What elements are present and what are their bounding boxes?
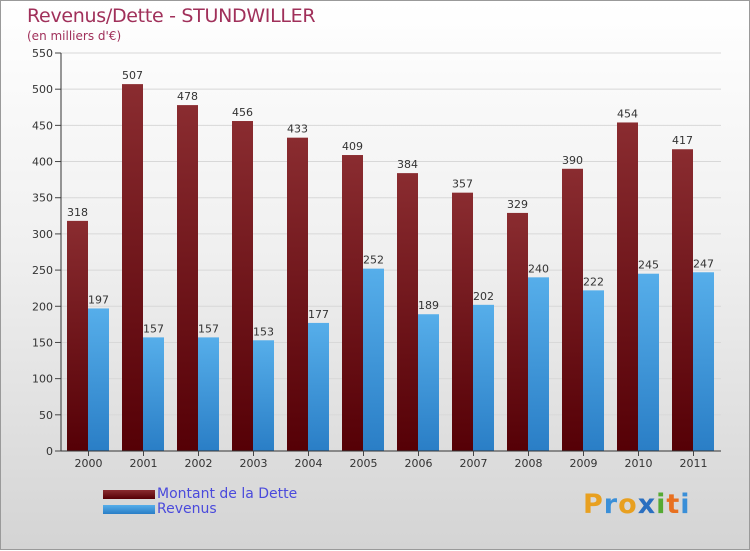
bar-revenus <box>363 268 384 451</box>
x-tick-label: 2003 <box>240 457 268 470</box>
y-tick-label: 500 <box>32 83 53 96</box>
y-tick-label: 0 <box>46 445 53 458</box>
x-tick-label: 2000 <box>75 457 103 470</box>
y-tick-label: 200 <box>32 300 53 313</box>
bar-dette <box>672 149 693 451</box>
data-label-revenus: 252 <box>363 254 384 267</box>
legend-label-revenus: Revenus <box>157 501 217 517</box>
chart-title: Revenus/Dette - STUNDWILLER <box>27 5 316 27</box>
bar-dette <box>617 122 638 452</box>
data-label-revenus: 177 <box>308 308 329 321</box>
bar-dette <box>67 220 88 451</box>
data-label-dette: 357 <box>452 178 473 191</box>
data-label-revenus: 157 <box>198 322 219 335</box>
data-label-dette: 507 <box>122 69 143 82</box>
bar-revenus <box>143 337 164 451</box>
x-tick-label: 2006 <box>405 457 433 470</box>
proxiti-logo: Proxiti <box>583 489 691 520</box>
x-tick-label: 2001 <box>130 457 158 470</box>
bar-dette <box>342 155 363 452</box>
bar-revenus <box>253 340 274 451</box>
data-label-revenus: 189 <box>418 299 439 312</box>
logo-letter: r <box>603 489 619 520</box>
x-tick-label: 2009 <box>570 457 598 470</box>
y-tick-label: 400 <box>32 156 53 169</box>
data-label-dette: 409 <box>342 140 363 153</box>
data-label-revenus: 197 <box>88 293 109 306</box>
data-label-revenus: 240 <box>528 262 549 275</box>
bar-revenus <box>638 273 659 451</box>
y-tick-label: 250 <box>32 264 53 277</box>
x-tick-label: 2007 <box>460 457 488 470</box>
x-tick-label: 2008 <box>515 457 543 470</box>
bar-revenus <box>198 337 219 451</box>
logo-letter: P <box>583 489 604 520</box>
logo-letter: i <box>656 489 667 520</box>
y-tick-label: 350 <box>32 192 53 205</box>
logo-letter: t <box>666 489 681 520</box>
y-tick-label: 550 <box>32 47 53 60</box>
y-tick-label: 100 <box>32 373 53 386</box>
x-tick-label: 2005 <box>350 457 378 470</box>
bar-dette <box>452 192 473 452</box>
data-label-dette: 454 <box>617 107 638 120</box>
chart-subtitle: (en milliers d'€) <box>27 29 122 43</box>
bar-dette <box>562 168 583 452</box>
data-label-dette: 329 <box>507 198 528 211</box>
data-label-dette: 318 <box>67 206 88 219</box>
data-label-revenus: 245 <box>638 259 659 272</box>
data-label-revenus: 157 <box>143 322 164 335</box>
bar-revenus <box>418 314 439 451</box>
data-label-dette: 384 <box>397 158 418 171</box>
bar-dette <box>397 173 418 451</box>
logo-letter: o <box>618 489 638 520</box>
x-tick-label: 2002 <box>185 457 213 470</box>
y-tick-label: 150 <box>32 336 53 349</box>
logo-letter: x <box>637 489 657 520</box>
logo-letter: i <box>680 489 691 520</box>
x-tick-label: 2004 <box>295 457 323 470</box>
bar-revenus <box>528 277 549 451</box>
bar-dette <box>507 212 528 451</box>
bar-dette <box>177 105 198 452</box>
y-tick-label: 450 <box>32 119 53 132</box>
bar-revenus <box>308 322 329 451</box>
x-tick-label: 2010 <box>625 457 653 470</box>
data-label-revenus: 202 <box>473 290 494 303</box>
y-tick-label: 300 <box>32 228 53 241</box>
bar-dette <box>122 84 143 451</box>
bar-revenus <box>693 272 714 451</box>
data-label-dette: 390 <box>562 154 583 167</box>
x-tick-label: 2011 <box>680 457 708 470</box>
bar-revenus <box>473 304 494 451</box>
bar-revenus <box>583 290 604 451</box>
data-label-revenus: 247 <box>693 257 714 270</box>
legend-label-debt: Montant de la Dette <box>157 486 298 502</box>
data-label-revenus: 153 <box>253 325 274 338</box>
data-label-dette: 433 <box>287 123 308 136</box>
y-tick-label: 50 <box>39 409 53 422</box>
bar-dette <box>232 121 253 451</box>
data-label-dette: 456 <box>232 106 253 119</box>
data-label-dette: 478 <box>177 90 198 103</box>
legend-swatch-debt <box>103 490 155 499</box>
bar-revenus <box>88 308 109 451</box>
data-label-dette: 417 <box>672 134 693 147</box>
legend-swatch-revenus <box>103 505 155 514</box>
bar-dette <box>287 137 308 451</box>
data-label-revenus: 222 <box>583 275 604 288</box>
